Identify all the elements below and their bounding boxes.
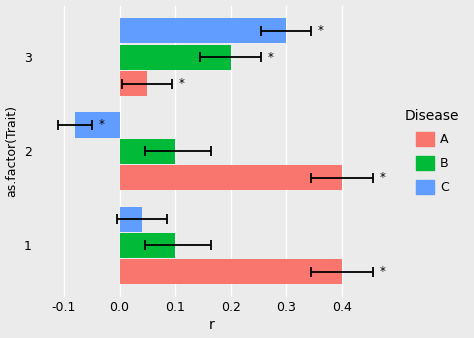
Bar xyxy=(119,71,147,96)
Bar xyxy=(119,19,286,44)
Text: *: * xyxy=(318,24,324,38)
Bar xyxy=(119,207,142,232)
Text: *: * xyxy=(379,171,385,184)
Text: *: * xyxy=(379,265,385,278)
Text: *: * xyxy=(179,77,185,90)
Bar xyxy=(119,45,231,70)
Bar xyxy=(75,113,119,138)
Legend: A, B, C: A, B, C xyxy=(396,100,468,203)
Bar xyxy=(119,259,342,284)
Y-axis label: as.factor(Trait): as.factor(Trait) xyxy=(6,105,18,197)
X-axis label: r: r xyxy=(209,318,214,333)
Bar xyxy=(119,165,342,190)
Bar xyxy=(119,139,175,164)
Text: *: * xyxy=(268,51,274,64)
Bar xyxy=(119,233,175,258)
Text: *: * xyxy=(99,119,104,131)
